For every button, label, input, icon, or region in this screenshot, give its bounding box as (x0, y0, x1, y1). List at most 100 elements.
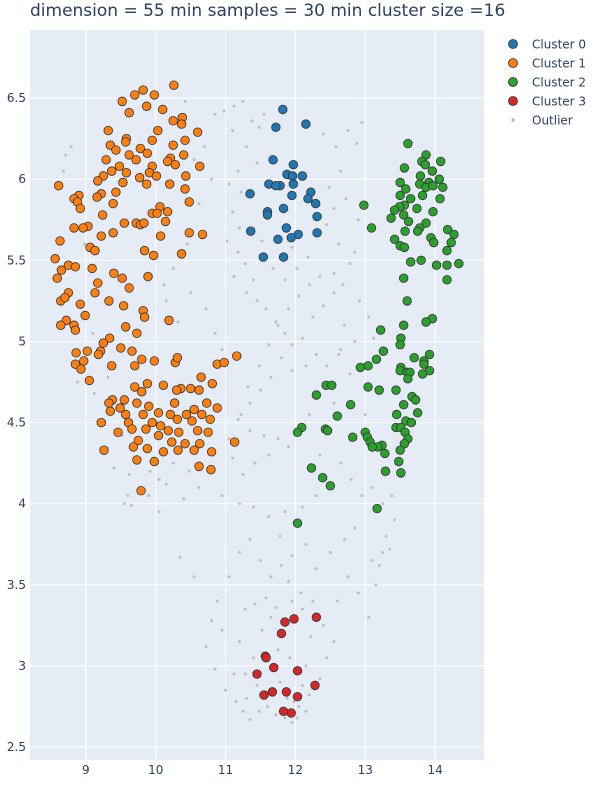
data-point (286, 708, 296, 718)
outlier-point (307, 283, 311, 287)
data-point (192, 127, 203, 137)
data-point (195, 161, 205, 171)
outlier-point (321, 623, 325, 627)
data-point (278, 104, 288, 115)
outlier-point (299, 591, 303, 595)
outlier-point (92, 391, 96, 395)
data-point (70, 325, 81, 335)
data-point (394, 456, 404, 467)
outlier-point (127, 472, 131, 476)
data-point (431, 260, 442, 270)
legend-item[interactable]: Cluster 3 (508, 95, 587, 109)
data-point (246, 226, 256, 236)
outlier-point (307, 412, 311, 416)
outlier-point (290, 343, 294, 347)
data-point (391, 409, 402, 420)
data-point (79, 356, 89, 366)
data-point (92, 192, 102, 202)
data-point (252, 669, 262, 679)
outlier-point (300, 683, 304, 687)
data-point (169, 80, 179, 90)
data-point (152, 208, 162, 219)
data-point (90, 245, 100, 256)
data-point (69, 223, 79, 233)
data-point (312, 211, 322, 222)
data-point (402, 296, 412, 306)
legend-item[interactable]: Cluster 0 (508, 38, 587, 52)
data-point (363, 382, 373, 392)
data-point (139, 245, 150, 256)
data-point (189, 404, 199, 415)
data-point (417, 190, 428, 201)
outlier-point (269, 375, 273, 379)
data-point (148, 250, 159, 261)
y-tick-label: 6.5 (7, 91, 26, 105)
data-point (155, 231, 166, 241)
data-point (419, 359, 429, 369)
data-point (105, 406, 116, 416)
data-point (278, 252, 289, 262)
data-point (395, 190, 405, 201)
data-point (292, 427, 303, 438)
legend-item[interactable]: Cluster 2 (508, 76, 587, 90)
data-point (50, 254, 60, 264)
data-point (173, 445, 183, 455)
data-point (292, 666, 303, 676)
data-point (120, 409, 131, 420)
outlier-point (204, 307, 208, 311)
data-point (164, 179, 175, 189)
outlier-point (213, 112, 217, 116)
data-point (416, 255, 426, 266)
data-point (281, 223, 292, 233)
data-point (56, 265, 67, 275)
data-point (269, 662, 279, 673)
data-point (71, 348, 81, 358)
data-point (147, 417, 157, 428)
outlier-point (255, 299, 259, 303)
outlier-point (248, 429, 252, 433)
data-point (158, 380, 169, 390)
outlier-point (243, 672, 247, 676)
data-point (428, 206, 438, 217)
outlier-point (210, 177, 214, 181)
data-point (415, 171, 426, 181)
data-point (395, 177, 405, 188)
data-point (181, 171, 191, 181)
legend: Cluster 0 Cluster 1 Cluster 2 Cluster 3 Outl… (508, 38, 587, 128)
data-point (245, 189, 255, 199)
data-point (306, 463, 317, 473)
data-point (117, 273, 127, 283)
data-point (303, 194, 313, 204)
data-point (115, 403, 125, 413)
data-point (197, 409, 207, 420)
outlier-point (171, 461, 175, 465)
outlier-point (300, 336, 304, 340)
outlier-point (265, 704, 269, 708)
outlier-point (339, 461, 343, 465)
data-point (287, 190, 297, 201)
outlier-point (178, 555, 182, 559)
legend-item[interactable]: Outlier (511, 114, 573, 128)
data-points (50, 80, 464, 725)
data-point (325, 481, 336, 491)
data-point (312, 228, 322, 238)
outlier-point (274, 606, 278, 610)
data-point (232, 351, 242, 361)
outlier-point (236, 417, 240, 421)
data-point (406, 417, 417, 428)
legend-marker (511, 118, 515, 122)
outlier-point (257, 125, 261, 129)
data-point (395, 340, 405, 350)
data-point (109, 268, 119, 279)
data-point (163, 425, 173, 436)
data-point (196, 372, 206, 382)
outlier-point (370, 558, 374, 562)
legend-item[interactable]: Cluster 1 (508, 57, 587, 71)
outlier-point (311, 599, 315, 603)
outlier-point (278, 680, 282, 684)
data-point (70, 262, 81, 272)
data-point (276, 628, 287, 639)
outlier-point (220, 348, 224, 352)
outlier-point (162, 283, 166, 287)
series-outlier (62, 99, 397, 725)
